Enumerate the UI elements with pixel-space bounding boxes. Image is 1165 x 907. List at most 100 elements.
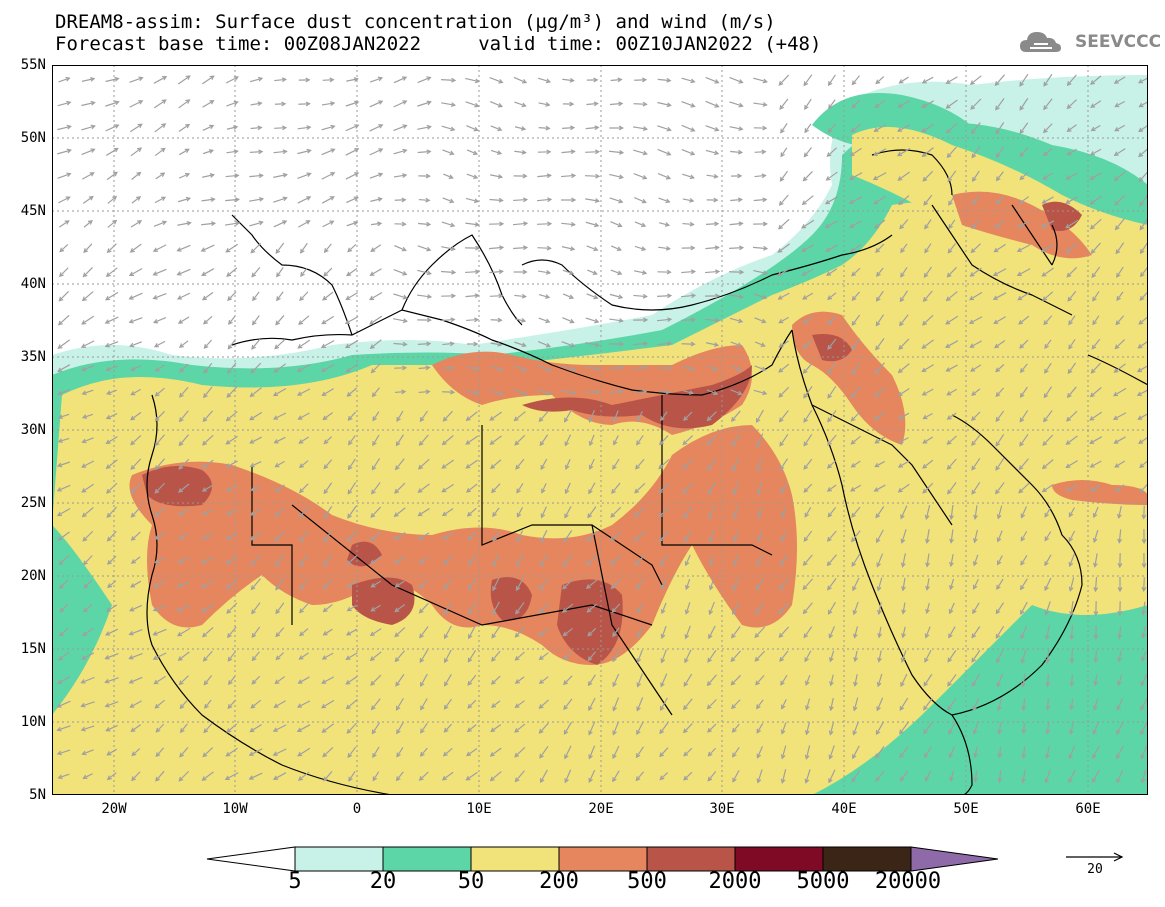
wind-arrow-head [1020,513,1026,519]
wind-arrow-head [1093,681,1099,687]
wind-arrow-head [1044,754,1050,760]
wind-arrow-head [402,100,408,105]
wind-arrow-head [1068,320,1073,326]
wind-arrow-head [706,465,712,471]
wind-arrow-head [297,415,303,420]
wind-arrow-head [828,730,834,736]
wind-arrow [299,553,309,567]
wind-arrow [825,220,839,228]
wind-arrow [107,772,117,780]
wind-arrow [106,171,118,181]
wind-arrow [730,341,742,347]
wind-arrow-head [299,561,304,567]
wind-arrow [1066,243,1078,253]
wind-arrow [297,172,311,180]
wind-arrow [827,484,837,492]
wind-arrow-head [949,561,954,568]
wind-arrow-head [778,392,784,398]
wind-arrow [539,745,549,759]
wind-arrow [202,149,214,155]
wind-arrow [658,197,670,203]
wind-arrow [1117,674,1123,686]
wind-arrow [995,122,1005,134]
wind-arrow [537,247,551,249]
colorbar-label: 20 [369,869,397,894]
wind-arrow [154,340,166,348]
wind-arrow-head [706,681,712,687]
wind-arrow [561,341,575,347]
wind-arrow-head [347,247,353,253]
wind-arrow-head [233,76,239,81]
wind-arrow [490,174,502,178]
wind-arrow [657,172,671,180]
wind-arrow-head [659,705,665,712]
wind-arrow-head [714,103,720,108]
wind-arrow [875,314,885,326]
wind-arrow [275,652,285,660]
wind-arrow [105,316,119,324]
wind-arrow-head [949,514,954,521]
wind-arrow-head [1066,81,1072,87]
wind-arrow-head [105,607,112,612]
wind-arrow [1139,194,1148,206]
wind-arrow [323,529,333,543]
wind-arrow [249,174,263,178]
wind-arrow [561,390,575,394]
wind-arrow-head [731,704,736,710]
wind-arrow [372,771,380,781]
wind-arrow-head [666,77,672,83]
wind-arrow [803,339,813,349]
wind-arrow [393,293,407,299]
wind-arrow [707,481,717,495]
wind-arrow-head [322,415,328,421]
wind-arrow-head [185,196,192,202]
wind-arrow-head [923,200,929,206]
wind-arrow [348,435,356,445]
wind-arrow [1019,147,1029,157]
map-area[interactable] [52,65,1148,795]
wind-arrow [733,554,739,566]
wind-arrow [131,196,141,204]
wind-arrow [1094,674,1098,686]
wind-arrow-head [227,369,232,375]
wind-arrow [825,195,839,205]
wind-arrow [273,387,287,397]
wind-arrow [1114,363,1126,373]
wind-arrow-head [997,729,1003,735]
wind-arrow [537,364,551,372]
wind-arrow-head [473,341,479,347]
wind-arrow [803,362,813,374]
wind-arrow [926,578,930,590]
wind-arrow [851,99,861,109]
wind-arrow-head [634,560,640,566]
wind-arrow [729,294,743,298]
wind-arrow [57,125,71,131]
wind-arrow-head [562,608,568,613]
wind-arrow-head [522,269,528,275]
wind-arrow-head [371,729,377,735]
wind-arrow-head [756,466,762,472]
wind-arrow [1089,436,1103,444]
colorbar-label: 20000 [874,869,942,894]
wind-arrow [803,316,813,324]
wind-arrow [322,220,334,228]
colorbar-bin [558,846,648,872]
wind-arrow-head [538,608,544,614]
wind-arrow [202,484,214,492]
wind-arrow [971,219,981,229]
wind-arrow [874,484,886,492]
wind-arrow [733,481,739,495]
wind-arrow-head [514,655,520,661]
wind-arrow-head [1115,249,1121,255]
wind-arrow [1092,745,1100,759]
wind-arrow [753,293,767,299]
wind-arrow [1069,722,1075,734]
wind-arrow [130,580,142,588]
wind-arrow [778,626,790,638]
wind-arrow-head [1093,587,1099,593]
wind-arrow [1091,242,1101,254]
wind-arrow [418,366,430,370]
wind-arrow [922,482,934,494]
wind-arrow [442,483,454,493]
wind-arrow-head [612,657,617,663]
